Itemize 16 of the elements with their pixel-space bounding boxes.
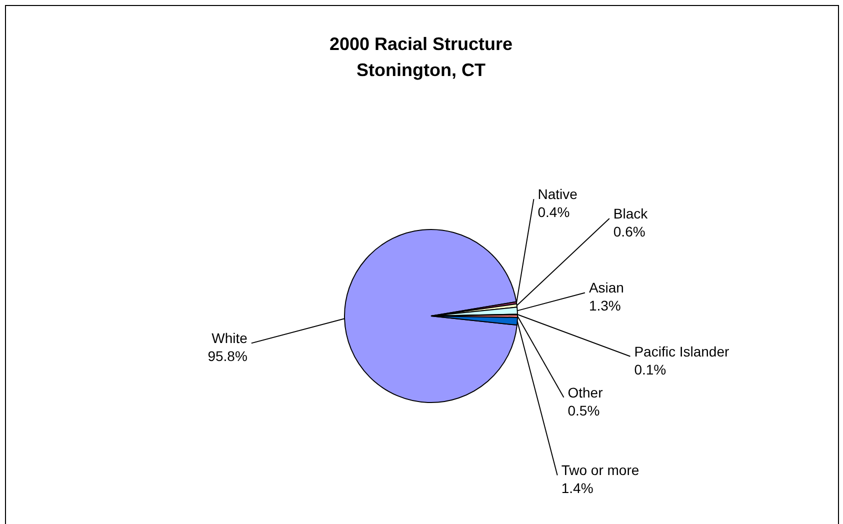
- slice-label: Native: [538, 186, 578, 202]
- slice-label: Pacific Islander: [634, 343, 730, 360]
- data-label: 0.1%: [634, 361, 666, 378]
- data-label: 1.4%: [561, 480, 594, 496]
- slice-label: White: [212, 330, 248, 346]
- data-label: 95.8%: [208, 348, 248, 364]
- data-label: 0.6%: [613, 224, 646, 240]
- data-label: 1.3%: [588, 298, 621, 314]
- slice-label: Other: [568, 384, 604, 400]
- slice-label: Two or more: [561, 462, 640, 478]
- slice-label: Asian: [588, 280, 624, 296]
- chart-title: 2000 Racial Structure: [329, 34, 513, 54]
- data-label: 0.5%: [568, 402, 600, 418]
- slice-label: Black: [613, 206, 649, 222]
- chart-subtitle: Stonington, CT: [356, 60, 486, 80]
- data-label: 0.4%: [538, 204, 570, 220]
